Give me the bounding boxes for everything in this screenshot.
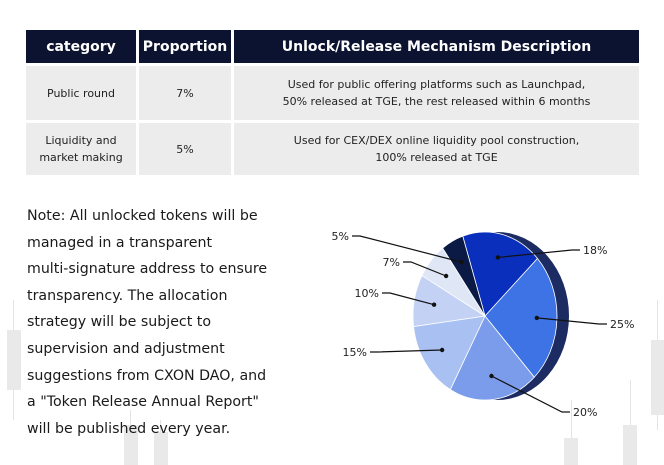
pie-callout-line — [536, 317, 607, 325]
description-line: Used for public offering platforms such … — [287, 78, 586, 91]
description-line: Used for CEX/DEX online liquidity pool c… — [293, 134, 580, 147]
pie-callout-line — [382, 292, 435, 306]
note-line: multi-signature address to ensure — [27, 261, 268, 278]
pie-callout-line — [370, 349, 443, 353]
note-line: supervision and adjustment — [27, 340, 225, 357]
cell-proportion: 5% — [139, 123, 231, 175]
note-line: Note: All unlocked tokens will be — [27, 208, 258, 224]
pie-callouts-group: 18% 25% 20% 15% 10% 7% 5% — [332, 230, 635, 419]
cell-category: Public round — [26, 66, 136, 120]
note-line: strategy will be subject to — [27, 314, 212, 331]
pie-callout-dot — [489, 373, 494, 379]
note-line: managed in a transparent — [27, 234, 213, 251]
pie-data-label: 25% — [610, 318, 634, 331]
background-candle — [651, 340, 664, 415]
pie-slice — [449, 315, 535, 401]
cell-description: Used for public offering platforms such … — [234, 66, 639, 120]
note-line: will be published every year. — [27, 420, 231, 437]
pie-callout-dot — [534, 315, 540, 321]
cell-proportion: 7% — [139, 66, 231, 120]
cell-category: Liquidity and market making — [26, 123, 136, 175]
pie-slice — [484, 257, 558, 378]
pie-callout-dot — [443, 273, 449, 279]
pie-callout-line — [491, 375, 570, 413]
header-category: category — [26, 30, 136, 63]
category-line: Liquidity and — [45, 134, 117, 147]
table-row: Public round 7% Used for public offering… — [26, 66, 639, 120]
pie-slices-group — [412, 231, 558, 401]
pie-callout-dot — [439, 347, 445, 353]
background-candle — [7, 330, 21, 390]
pie-data-label: 5% — [332, 230, 349, 243]
pie-callout-line — [497, 249, 580, 259]
pie-data-label: 7% — [383, 256, 400, 269]
background-candle — [564, 438, 578, 465]
background-candle — [124, 425, 138, 465]
pie-callout-line — [352, 235, 462, 263]
background-candle-wick — [571, 400, 572, 465]
pie-data-label: 15% — [343, 346, 367, 359]
background-candle — [154, 432, 168, 465]
description-line: 100% released at TGE — [375, 151, 498, 164]
background-candle-wick — [630, 380, 631, 465]
pie-data-label: 10% — [355, 287, 379, 300]
note-line: transparency. The allocation — [27, 287, 228, 304]
pie-data-label: 18% — [583, 244, 607, 257]
note-line: suggestions from CXON DAO, and — [27, 367, 267, 384]
pie-slice — [413, 315, 486, 391]
cell-description: Used for CEX/DEX online liquidity pool c… — [234, 123, 639, 175]
background-candle — [623, 425, 637, 465]
pie-callout-dot — [495, 255, 501, 260]
table-row: Liquidity and market making 5% Used for … — [26, 123, 639, 175]
note-line: a "Token Release Annual Report" — [27, 394, 259, 411]
pie-callout-dot — [431, 302, 437, 307]
token-release-table: category Proportion Unlock/Release Mecha… — [23, 27, 642, 178]
pie-callout-line — [403, 261, 447, 277]
pie-data-label: 20% — [573, 406, 597, 419]
token-allocation-pie-chart: 18% 25% 20% 15% 10% 7% 5% — [332, 230, 635, 419]
table-header-row: category Proportion Unlock/Release Mecha… — [26, 30, 639, 63]
category-line: market making — [39, 151, 123, 164]
unlock-note: Note: All unlocked tokens will be manage… — [27, 203, 295, 442]
description-line: 50% released at TGE, the rest released w… — [282, 95, 591, 108]
header-description: Unlock/Release Mechanism Description — [234, 30, 639, 63]
pie-slice — [442, 235, 486, 317]
header-proportion: Proportion — [139, 30, 231, 63]
pie-callout-dot — [459, 259, 464, 265]
